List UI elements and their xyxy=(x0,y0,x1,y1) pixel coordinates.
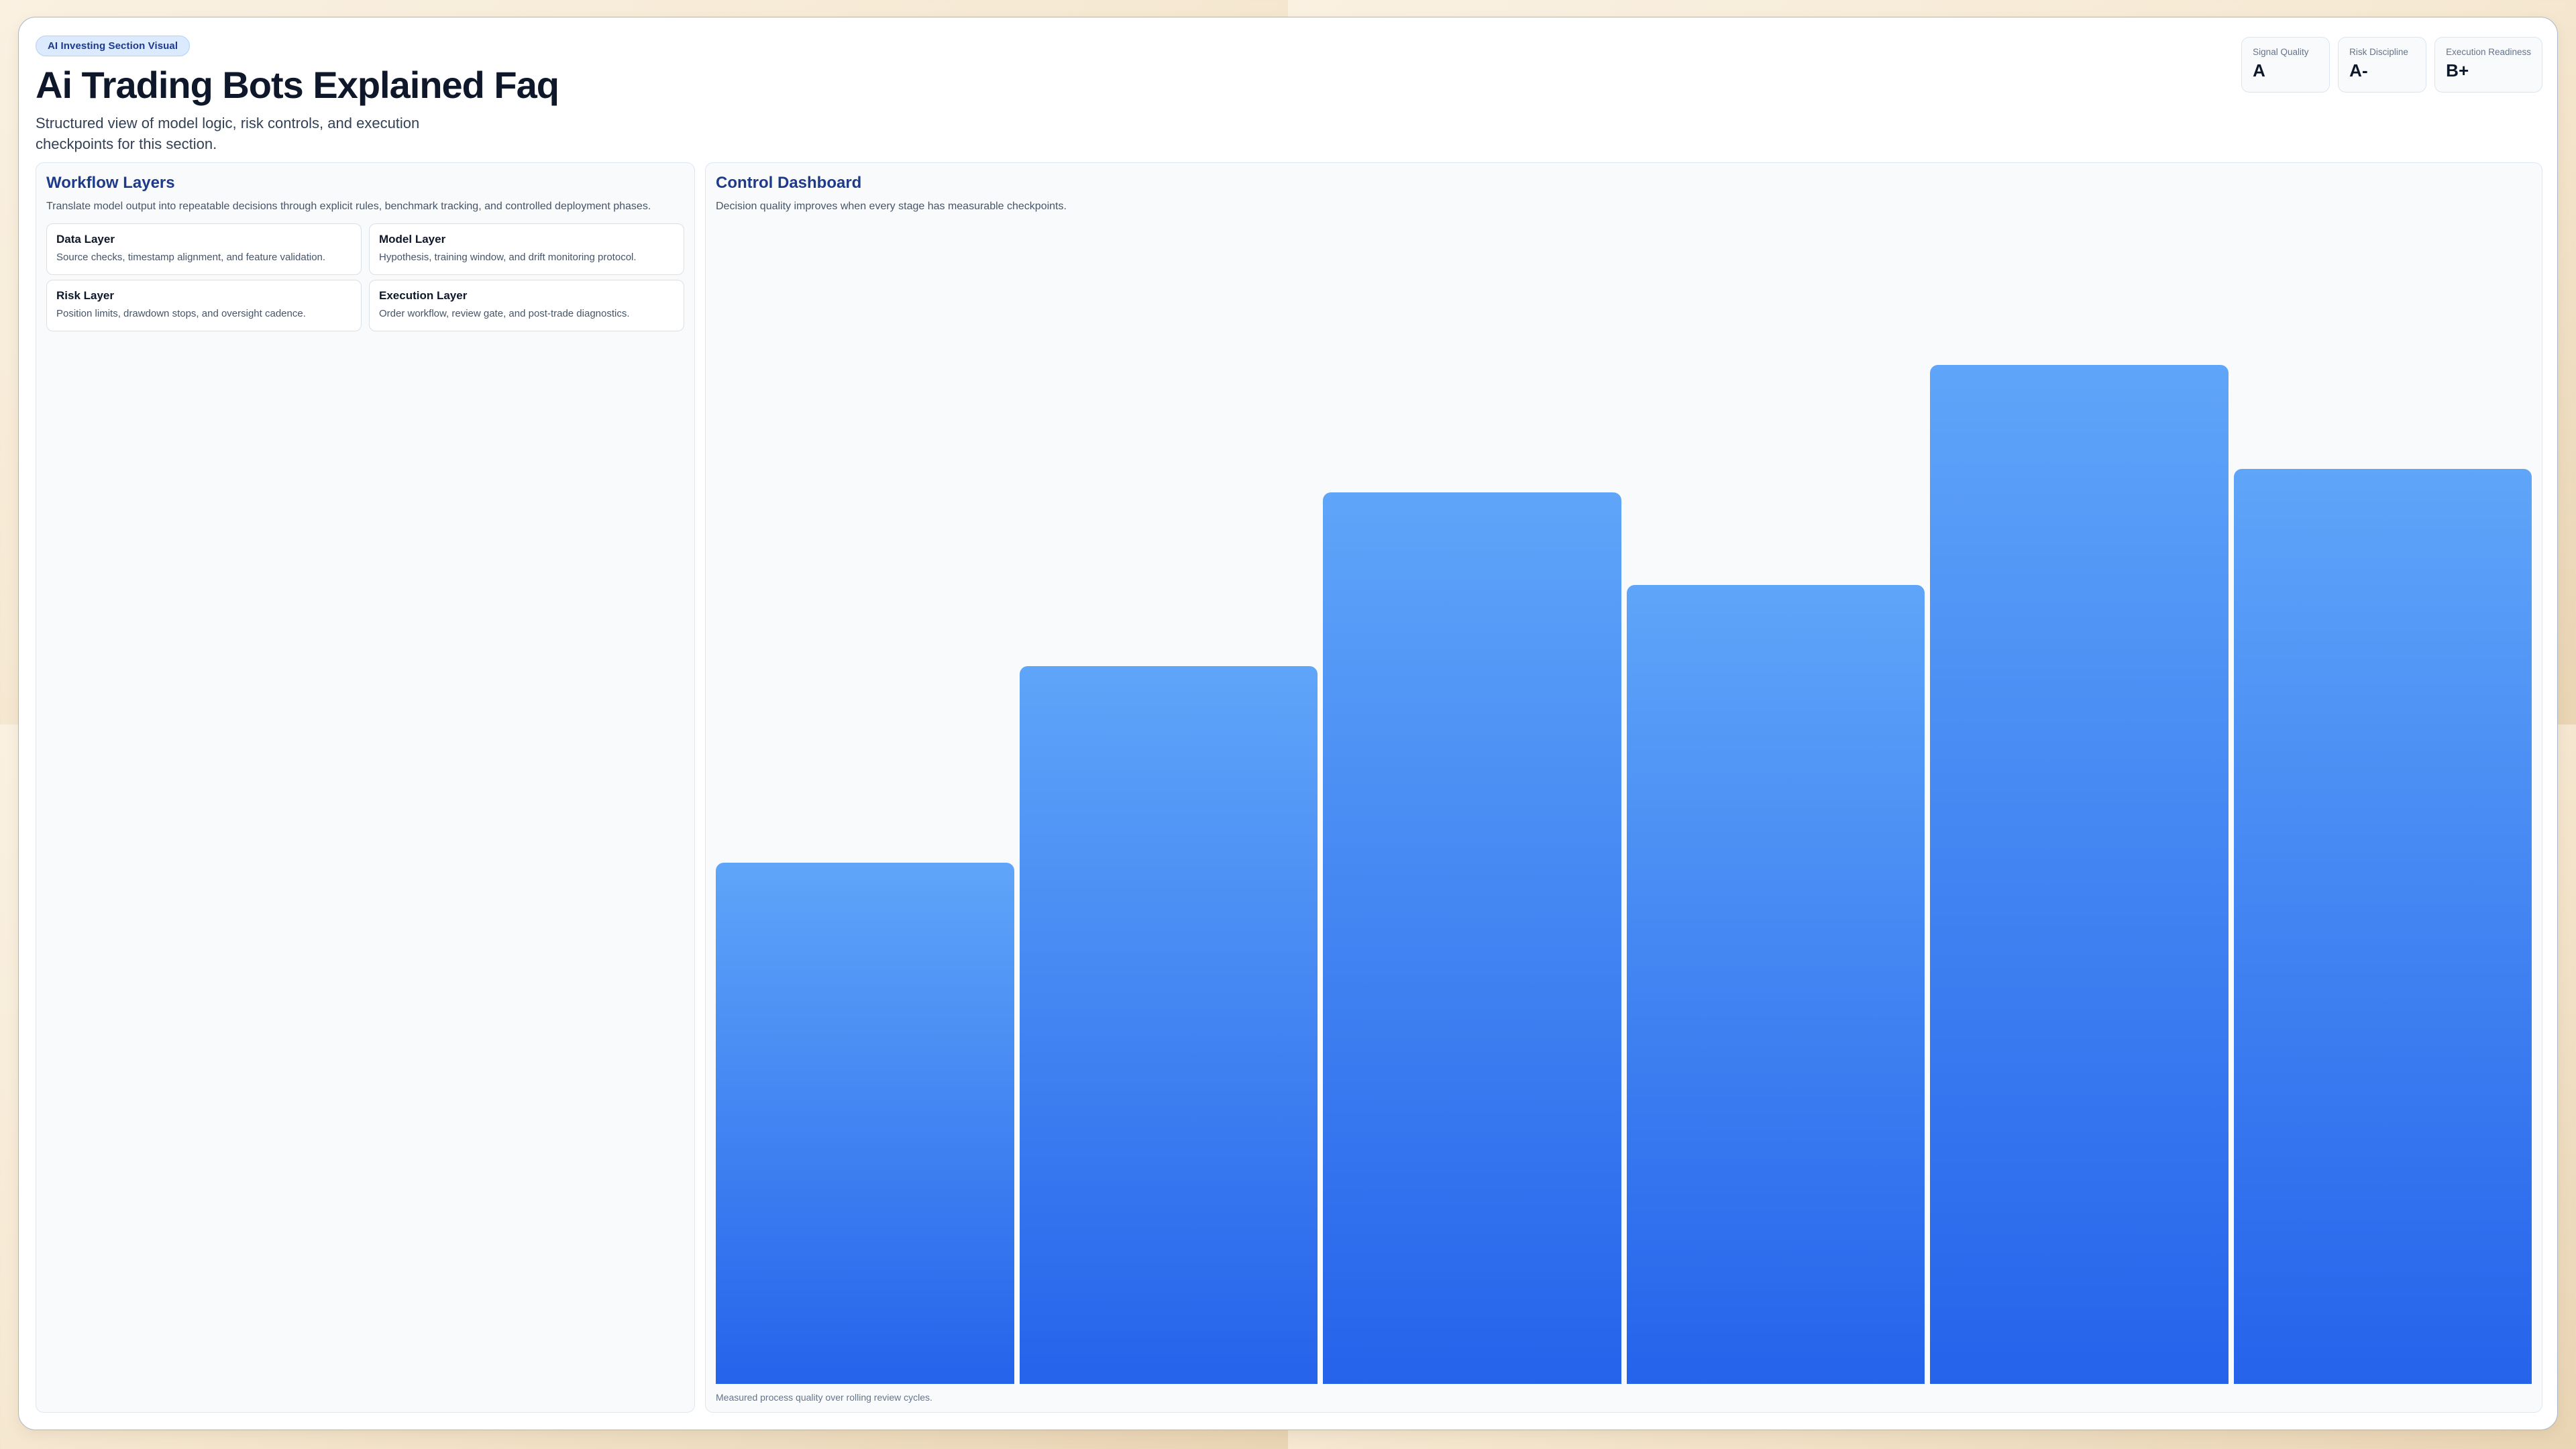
layer-title: Data Layer xyxy=(56,233,115,246)
content-panels: Workflow Layers Translate model output i… xyxy=(36,162,2542,1413)
layer-card-execution: Execution Layer Order workflow, review g… xyxy=(369,280,684,331)
main-card: AI Investing Section Visual Ai Trading B… xyxy=(18,17,2558,1430)
workflow-panel-heading: Workflow Layers xyxy=(46,174,175,192)
layer-card-model: Model Layer Hypothesis, training window,… xyxy=(369,223,684,275)
chart-caption: Measured process quality over rolling re… xyxy=(716,1392,932,1403)
stat-value: A- xyxy=(2349,60,2368,80)
page-title: Ai Trading Bots Explained Faq xyxy=(36,64,559,106)
stat-cards: Signal Quality A Risk Discipline A- Exec… xyxy=(2241,37,2542,93)
chart-bar xyxy=(1930,365,2229,1384)
dashboard-panel-heading: Control Dashboard xyxy=(716,174,862,192)
layer-card-data: Data Layer Source checks, timestamp alig… xyxy=(46,223,362,275)
stat-card-risk-discipline: Risk Discipline A- xyxy=(2338,37,2427,93)
stat-value: B+ xyxy=(2446,60,2469,80)
chart-bar xyxy=(2233,469,2532,1384)
chart-bar xyxy=(1019,665,1318,1384)
layer-description: Order workflow, review gate, and post-tr… xyxy=(379,308,630,319)
layer-description: Source checks, timestamp alignment, and … xyxy=(56,252,326,263)
chart-bar xyxy=(1323,492,1621,1384)
stat-label: Risk Discipline xyxy=(2349,47,2408,57)
layer-card-risk: Risk Layer Position limits, drawdown sto… xyxy=(46,280,362,331)
layer-title: Execution Layer xyxy=(379,289,468,302)
stat-label: Execution Readiness xyxy=(2446,47,2531,57)
layer-grid: Data Layer Source checks, timestamp alig… xyxy=(46,223,684,331)
layer-description: Position limits, drawdown stops, and ove… xyxy=(56,308,306,319)
layer-title: Risk Layer xyxy=(56,289,114,302)
stat-card-execution-readiness: Execution Readiness B+ xyxy=(2434,37,2542,93)
dashboard-panel-description: Decision quality improves when every sta… xyxy=(716,201,1067,212)
section-badge: AI Investing Section Visual xyxy=(36,36,191,56)
layer-title: Model Layer xyxy=(379,233,446,246)
stat-value: A xyxy=(2253,60,2265,80)
layer-description: Hypothesis, training window, and drift m… xyxy=(379,252,637,263)
workflow-panel-description: Translate model output into repeatable d… xyxy=(46,201,651,212)
stat-card-signal-quality: Signal Quality A xyxy=(2241,37,2330,93)
stat-label: Signal Quality xyxy=(2253,47,2309,57)
control-dashboard-panel: Control Dashboard Decision quality impro… xyxy=(705,162,2542,1413)
chart-bar xyxy=(716,863,1014,1384)
header: AI Investing Section Visual Ai Trading B… xyxy=(36,36,2542,154)
chart-bar xyxy=(1626,585,1925,1384)
header-left: AI Investing Section Visual Ai Trading B… xyxy=(36,36,559,154)
page-subtitle: Structured view of model logic, risk con… xyxy=(36,115,420,152)
workflow-layers-panel: Workflow Layers Translate model output i… xyxy=(36,162,695,1413)
bar-chart xyxy=(716,226,2532,1384)
